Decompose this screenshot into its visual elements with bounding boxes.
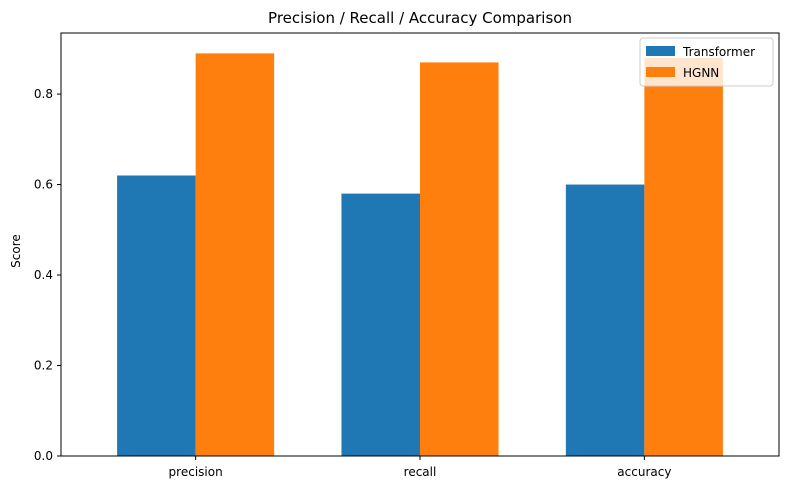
bar-transformer-precision xyxy=(117,175,196,456)
y-tick-label: 0.6 xyxy=(34,178,53,192)
bar-transformer-accuracy xyxy=(565,184,645,456)
bar-hgnn-accuracy xyxy=(644,57,723,456)
bar-hgnn-precision xyxy=(195,53,275,457)
y-tick-label: 0.8 xyxy=(34,87,53,101)
y-axis-label: Score xyxy=(9,234,23,268)
legend-swatch-hgnn xyxy=(646,67,675,77)
bar-hgnn-recall xyxy=(420,62,499,456)
legend-label-transformer: Transformer xyxy=(682,45,755,59)
bars-layer xyxy=(117,53,723,457)
x-tick-label: accuracy xyxy=(617,465,671,479)
bar-transformer-recall xyxy=(341,193,420,456)
y-tick-label: 0.4 xyxy=(34,268,53,282)
y-tick-label: 0.0 xyxy=(34,449,53,463)
chart-title: Precision / Recall / Accuracy Comparison xyxy=(268,9,572,27)
x-tick-label: precision xyxy=(169,465,223,479)
legend: Transformer HGNN xyxy=(639,37,774,87)
legend-label-hgnn: HGNN xyxy=(683,66,719,80)
x-tick-label: recall xyxy=(404,465,437,479)
legend-swatch-transformer xyxy=(646,46,675,56)
axes-layer: 0.0 0.2 0.4 0.6 0.8 precision recall accuracy xyxy=(34,32,780,479)
y-tick-label: 0.2 xyxy=(34,359,53,373)
